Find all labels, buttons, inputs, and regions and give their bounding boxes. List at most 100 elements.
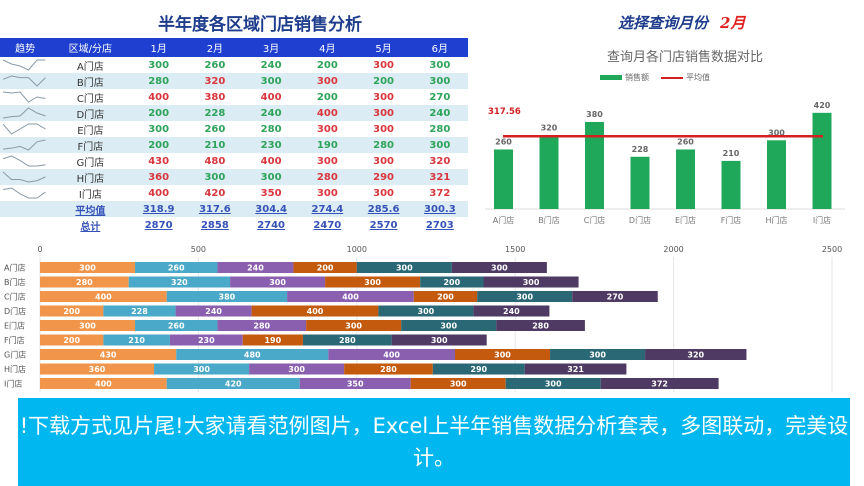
sparkline-icon bbox=[2, 187, 46, 199]
sparkline-cell bbox=[0, 169, 51, 185]
selected-month[interactable]: 2月 bbox=[720, 14, 746, 32]
stacked-segment bbox=[40, 334, 104, 346]
sales-cell: 300 bbox=[186, 169, 243, 185]
stacked-segment bbox=[40, 363, 155, 375]
stacked-segment bbox=[217, 262, 294, 273]
stacked-segment bbox=[103, 334, 170, 346]
stacked-segment bbox=[328, 349, 456, 360]
x-tick-label: 2500 bbox=[822, 245, 842, 254]
store-label: I门店 bbox=[4, 379, 22, 389]
total-label[interactable]: 总计 bbox=[80, 221, 101, 233]
total-value: 2470 bbox=[313, 219, 342, 231]
segment-label: 300 bbox=[494, 351, 511, 360]
sales-cell: 210 bbox=[186, 137, 243, 153]
category-label: C门店 bbox=[584, 215, 606, 225]
sales-cell: 290 bbox=[355, 169, 412, 185]
legend-average-swatch bbox=[661, 76, 683, 79]
sales-cell: 430 bbox=[148, 155, 170, 167]
average-value: 318.9 bbox=[130, 201, 187, 217]
sales-cell: 300 bbox=[373, 155, 395, 167]
stacked-segment bbox=[410, 378, 506, 389]
segment-label: 200 bbox=[63, 336, 80, 345]
stacked-segment bbox=[40, 291, 167, 302]
sales-cell: 300 bbox=[411, 137, 468, 153]
stacked-segment bbox=[505, 378, 601, 389]
segment-label: 200 bbox=[63, 307, 80, 316]
segment-label: 210 bbox=[128, 336, 145, 345]
stacked-segment bbox=[135, 320, 218, 331]
stacked-segment bbox=[175, 305, 252, 317]
sales-column bbox=[494, 149, 513, 209]
sales-cell: 260 bbox=[204, 123, 226, 135]
sales-cell: 280 bbox=[130, 73, 187, 89]
average-value: 304.4 bbox=[243, 201, 300, 217]
stacked-segment bbox=[40, 349, 177, 360]
x-tick-label: 1500 bbox=[505, 245, 525, 254]
segment-label: 480 bbox=[244, 351, 261, 360]
sparkline-icon bbox=[2, 107, 46, 119]
total-value: 2740 bbox=[257, 219, 286, 231]
sparkline-cell bbox=[0, 105, 51, 121]
category-label: D门店 bbox=[629, 215, 651, 225]
data-label: 260 bbox=[677, 137, 694, 146]
sales-cell: 400 bbox=[148, 91, 170, 103]
stacked-segment bbox=[420, 276, 484, 288]
stacked-segment bbox=[251, 305, 379, 317]
x-tick-label: 2000 bbox=[663, 245, 683, 254]
sales-cell: 400 bbox=[148, 187, 170, 199]
table-row: C门店 400 380 400 200 300 270 bbox=[0, 89, 468, 105]
sales-cell: 300 bbox=[373, 123, 395, 135]
sales-cell: 320 bbox=[186, 73, 243, 89]
sparkline-icon bbox=[2, 155, 46, 167]
stacked-segment bbox=[40, 276, 129, 288]
sales-cell: 200 bbox=[316, 91, 338, 103]
segment-label: 280 bbox=[253, 322, 270, 331]
stacked-segment bbox=[40, 262, 136, 273]
stacked-segment bbox=[432, 363, 525, 375]
sales-cell: 420 bbox=[204, 187, 226, 199]
total-value: 2870 bbox=[144, 219, 173, 231]
segment-label: 300 bbox=[450, 380, 467, 389]
category-label: A门店 bbox=[493, 215, 514, 225]
sparkline-icon bbox=[2, 171, 46, 183]
table-row: B门店 280 320 300 300 200 300 bbox=[0, 73, 468, 89]
stacked-segment bbox=[40, 305, 104, 317]
data-label: 320 bbox=[541, 124, 558, 133]
segment-label: 260 bbox=[168, 322, 185, 331]
sales-cell: 260 bbox=[204, 59, 226, 71]
segment-label: 320 bbox=[687, 351, 704, 360]
stacked-segment bbox=[306, 320, 402, 331]
month-selector[interactable]: 选择查询月份 2月 bbox=[618, 12, 745, 33]
total-row: 总计 2870 2858 2740 2470 2570 2703 bbox=[0, 217, 468, 233]
sales-cell: 300 bbox=[429, 59, 451, 71]
table-row: H门店 360 300 300 280 290 321 bbox=[0, 169, 468, 185]
average-label[interactable]: 平均值 bbox=[50, 201, 131, 217]
store-name: A门店 bbox=[76, 61, 104, 73]
segment-label: 300 bbox=[516, 293, 533, 302]
x-tick-label: 500 bbox=[191, 245, 206, 254]
sales-cell: 230 bbox=[243, 137, 300, 153]
stacked-segment bbox=[242, 334, 303, 346]
segment-label: 300 bbox=[431, 336, 448, 345]
legend-average-label: 平均值 bbox=[686, 73, 710, 82]
sales-cell: 300 bbox=[316, 187, 338, 199]
column-chart-title: 查询月各门店销售数据对比 bbox=[606, 50, 763, 65]
sales-cell: 228 bbox=[186, 105, 243, 121]
sales-cell: 350 bbox=[260, 187, 282, 199]
segment-label: 260 bbox=[168, 264, 185, 273]
table-row: F门店 200 210 230 190 280 300 bbox=[0, 137, 468, 153]
store-label: C门店 bbox=[4, 292, 26, 302]
segment-label: 280 bbox=[380, 365, 397, 374]
column-header: 3月 bbox=[243, 38, 300, 57]
stacked-segment bbox=[356, 262, 452, 273]
sales-cell: 320 bbox=[429, 155, 451, 167]
store-name: I门店 bbox=[78, 189, 102, 201]
total-value: 2858 bbox=[200, 219, 229, 231]
column-header: 趋势 bbox=[0, 38, 51, 57]
sales-column bbox=[676, 149, 695, 209]
stacked-segment bbox=[293, 262, 357, 273]
store-label: A门店 bbox=[4, 263, 25, 273]
sales-cell: 200 bbox=[130, 137, 187, 153]
sales-cell: 400 bbox=[260, 155, 282, 167]
sparkline-cell bbox=[0, 153, 50, 169]
